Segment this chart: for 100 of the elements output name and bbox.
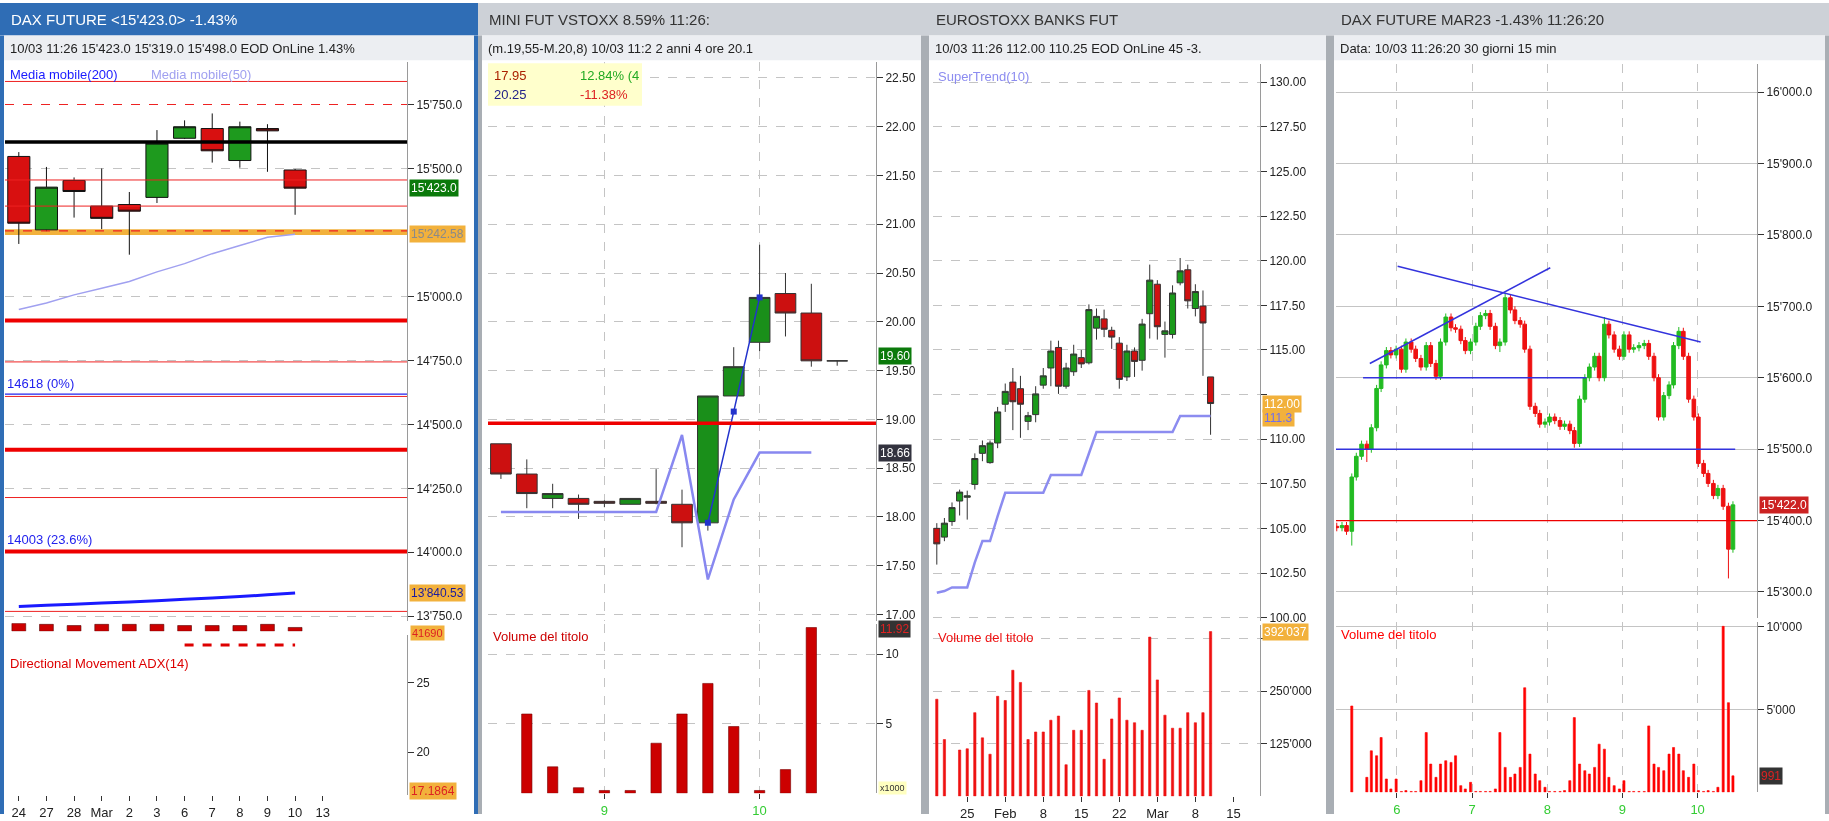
bar [965,748,969,797]
bar [1178,727,1182,797]
candlestick [490,443,512,480]
bar [1533,773,1537,793]
bar [1095,702,1098,797]
text: 19.60 [880,349,911,363]
bar [1572,717,1576,793]
bar [1087,690,1091,797]
bar [1003,700,1007,797]
bar [1133,722,1136,797]
bar [754,790,766,794]
candlestick [1626,330,1632,354]
bar [805,627,817,794]
annotation: 112.00 [1264,397,1301,411]
bar [1469,782,1472,793]
y-tick-label: 15'300.0 [1766,585,1813,600]
annotation: 11.92 [880,622,910,636]
y-tick-label: 16'000.0 [1766,85,1813,100]
bar [1125,719,1129,797]
bar [521,713,533,794]
bar [779,769,791,794]
y-tick-label: 115.00 [1269,343,1306,358]
y-tick-label: 130.00 [1269,75,1307,90]
chart-title: MINI FUT VSTOXX 8.59% 11:26: [489,11,710,28]
candlestick [800,283,823,368]
y-tick-label: 15'900.0 [1766,156,1813,171]
y-tick-label: 18.00 [885,510,916,525]
bar [1186,712,1190,797]
bar [942,739,946,797]
point [730,408,737,415]
y-tick-label: 5'000 [1766,702,1796,717]
candlestick [1730,500,1736,554]
text: Volume del titolo [1341,627,1437,642]
candlestick [1641,339,1647,350]
candlestick [1631,343,1637,354]
text: SuperTrend(10) [938,69,1030,84]
y-tick-label: 107.50 [1269,477,1307,492]
candlestick [1547,412,1552,427]
bar [1597,743,1601,793]
bar [1140,730,1144,797]
x-tick-label: 15 [1226,805,1241,821]
bar [547,766,559,794]
bar [1379,737,1383,793]
bar [1528,753,1532,793]
candlestick [748,244,771,352]
y-tick-label: 110.00 [1269,432,1306,447]
candlestick [567,494,590,520]
text: Volume del titolo [938,630,1034,645]
x-tick-label: 22 [1112,805,1127,821]
x-tick-label: 9 [1618,801,1627,817]
y-tick-label: 15'600.0 [1766,370,1813,385]
candlestick [1207,376,1215,436]
annotation: -11.38% [580,87,628,102]
candlestick [826,360,849,367]
bar [1647,725,1651,793]
bar [1424,732,1428,793]
candlestick [1403,337,1409,374]
text: 392'037 [1264,625,1307,639]
bar [1155,679,1159,797]
bar [1692,763,1696,793]
bar [935,698,939,797]
x-tick-label: Feb [994,805,1017,821]
bar [728,726,740,794]
bar [1444,760,1448,793]
line-series [499,433,813,581]
point [756,294,763,301]
y-tick-label: 18.50 [885,461,916,476]
chart-subtitle: (m.19,55-M.20,8) 10/03 11:2 2 anni 4 ore 20.1 [488,41,753,56]
bar [1011,669,1015,797]
y-tick-label: 20.00 [885,315,916,330]
x-tick-label: 9 [600,802,609,818]
candlestick [1542,417,1548,429]
bar [1019,682,1022,797]
y-tick-label: 125'000 [1269,736,1313,751]
bar [1041,731,1045,797]
y-tick-label: 20.50 [885,266,916,281]
bar [1057,715,1060,797]
annotation: 111.3 [1264,411,1293,425]
text: 15'422.0 [1761,498,1807,512]
point [704,519,711,526]
candlestick [619,497,642,505]
candlestick [1596,352,1602,382]
bar [598,790,610,794]
y-tick-label: 10 [885,647,900,662]
bar [1201,712,1205,797]
bar [1049,719,1053,797]
bar [702,683,714,794]
y-tick-label: 127.50 [1269,119,1307,134]
x-tick-label: 25 [959,805,975,821]
bar [988,753,992,797]
y-tick-label: 22.50 [885,71,916,86]
bar [996,695,1000,797]
x-tick-label: 8 [1543,801,1551,817]
y-tick-label: 15'500.0 [1766,442,1813,457]
annotation: 18.66 [880,446,911,460]
text: Volume del titolo [493,629,589,644]
y-tick-label: 122.50 [1269,209,1307,224]
candlestick [541,483,564,509]
bar [980,737,984,797]
annotation: 991 [1761,769,1782,783]
